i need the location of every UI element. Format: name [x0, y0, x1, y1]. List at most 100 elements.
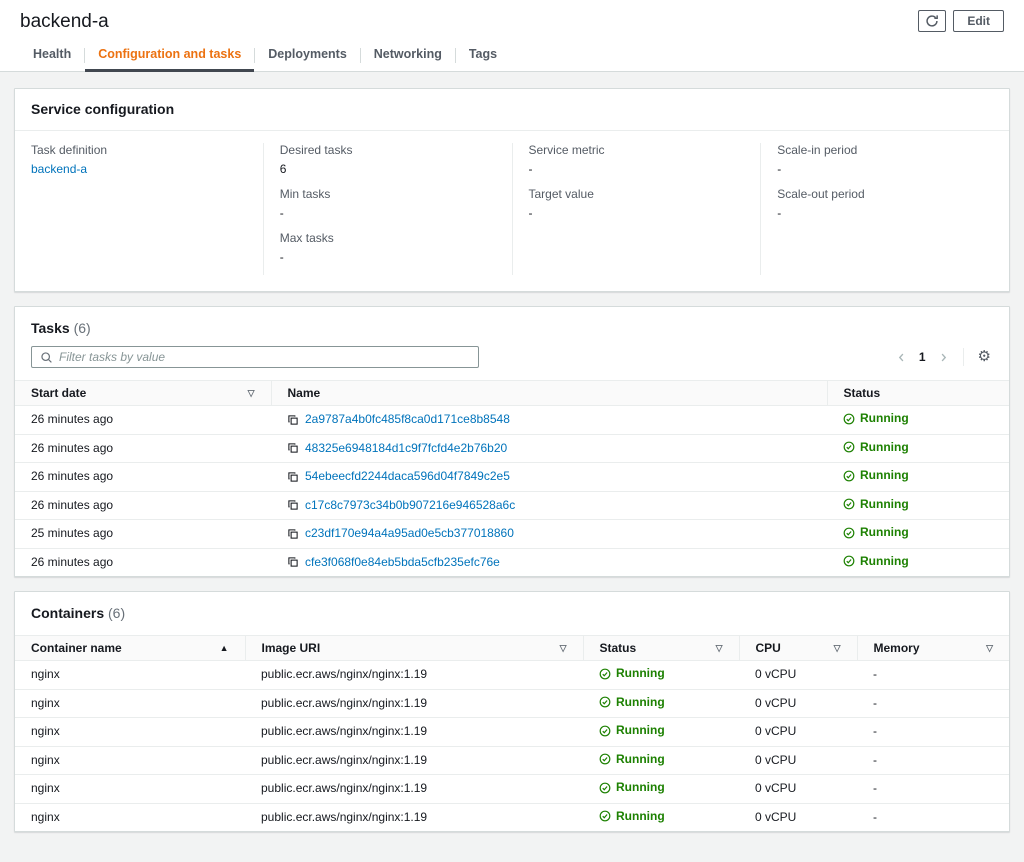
- copy-task-id-button[interactable]: [287, 442, 299, 454]
- container-cpu: 0 vCPU: [739, 774, 857, 804]
- tab-separator: [254, 48, 256, 63]
- container-name: nginx: [15, 689, 245, 718]
- sort-indicator-icon: ▽: [833, 643, 841, 653]
- status-badge: Running: [599, 752, 665, 767]
- container-name: nginx: [15, 660, 245, 690]
- container-memory: -: [857, 746, 1009, 775]
- check-circle-icon: [843, 441, 855, 453]
- toolbar-divider: [962, 348, 964, 366]
- task-start-date: 26 minutes ago: [15, 405, 271, 435]
- container-row: nginx public.ecr.aws/nginx/nginx:1.19 Ru…: [15, 746, 1009, 775]
- edit-button[interactable]: Edit: [953, 10, 1004, 32]
- page-title: backend-a: [20, 11, 109, 32]
- refresh-button[interactable]: [918, 10, 947, 32]
- status-badge: Running: [843, 440, 909, 455]
- field-label: Min tasks: [279, 187, 331, 201]
- containers-title: Containers (6): [31, 605, 126, 621]
- status-badge: Running: [843, 554, 909, 569]
- copy-icon: [287, 414, 299, 426]
- field-value: -: [777, 162, 782, 176]
- container-memory: -: [857, 717, 1009, 747]
- current-page-number[interactable]: 1: [918, 350, 926, 364]
- tab-health[interactable]: Health: [33, 47, 72, 61]
- container-memory: -: [857, 689, 1009, 718]
- container-row: nginx public.ecr.aws/nginx/nginx:1.19 Ru…: [15, 689, 1009, 718]
- status-badge: Running: [599, 809, 665, 824]
- task-row: 26 minutes ago 48325e6948184d1c9f7fcfd4e…: [15, 434, 1009, 463]
- copy-icon: [287, 442, 299, 454]
- column-header-cpu[interactable]: CPU ▽: [738, 635, 857, 661]
- config-column-3: Service metric - Target value -: [511, 143, 761, 275]
- tab-configuration-and-tasks[interactable]: Configuration and tasks: [85, 40, 255, 72]
- container-memory: -: [857, 660, 1009, 690]
- sort-indicator-icon: ▽: [559, 643, 567, 653]
- check-circle-icon: [599, 725, 611, 737]
- next-page-button[interactable]: [936, 350, 951, 365]
- copy-task-id-button[interactable]: [287, 556, 299, 568]
- task-link[interactable]: c23df170e94a4a95ad0e5cb377018860: [305, 526, 514, 541]
- task-link[interactable]: 2a9787a4b0fc485f8ca0d171ce8b8548: [305, 412, 510, 427]
- field-label: Target value: [528, 187, 594, 201]
- previous-page-button[interactable]: [894, 350, 909, 365]
- scale-in-period-field: Scale-in period -: [777, 143, 993, 177]
- config-column-2: Desired tasks 6 Min tasks - Max tasks -: [262, 143, 512, 275]
- column-header-name: Name: [270, 380, 827, 406]
- task-start-date: 26 minutes ago: [15, 462, 271, 492]
- container-image-uri: public.ecr.aws/nginx/nginx:1.19: [245, 774, 583, 804]
- status-badge: Running: [843, 468, 909, 483]
- tab-tags[interactable]: Tags: [468, 47, 498, 61]
- sort-indicator-icon: ▽: [715, 643, 723, 653]
- check-circle-icon: [599, 753, 611, 765]
- sort-indicator-icon: ▽: [247, 388, 255, 398]
- container-row: nginx public.ecr.aws/nginx/nginx:1.19 Ru…: [15, 774, 1009, 804]
- tasks-toolbar: 1 ⚙: [15, 336, 1009, 380]
- status-badge: Running: [599, 666, 665, 681]
- field-value: 6: [279, 162, 287, 176]
- task-row: 26 minutes ago cfe3f068f0e84eb5bda5cfb23…: [15, 548, 1009, 576]
- copy-task-id-button[interactable]: [287, 499, 299, 511]
- status-badge: Running: [599, 723, 665, 738]
- check-circle-icon: [599, 696, 611, 708]
- task-link[interactable]: c17c8c7973c34b0b907216e946528a6c: [305, 497, 516, 512]
- column-header-start-date[interactable]: Start date ▽: [15, 380, 271, 406]
- refresh-icon: [925, 14, 939, 28]
- header-actions: Edit: [918, 10, 1004, 32]
- tasks-filter-input[interactable]: [59, 350, 470, 364]
- column-header-memory[interactable]: Memory ▽: [856, 635, 1009, 661]
- tab-networking[interactable]: Networking: [373, 47, 442, 61]
- tab-separator: [454, 48, 456, 63]
- field-label: Desired tasks: [279, 143, 353, 157]
- chevron-right-icon: [938, 352, 949, 363]
- tasks-title: Tasks (6): [31, 320, 91, 336]
- column-header-status[interactable]: Status ▽: [582, 635, 739, 661]
- check-circle-icon: [843, 527, 855, 539]
- target-value-field: Target value -: [529, 187, 745, 221]
- sort-indicator-icon: ▽: [986, 643, 993, 653]
- container-cpu: 0 vCPU: [755, 809, 797, 824]
- copy-task-id-button[interactable]: [287, 471, 299, 483]
- sort-ascending-icon: ▲: [219, 643, 229, 653]
- service-metric-field: Service metric -: [529, 143, 745, 177]
- task-link[interactable]: cfe3f068f0e84eb5bda5cfb235efc76e: [305, 554, 500, 569]
- tab-deployments[interactable]: Deployments: [268, 47, 347, 61]
- task-link[interactable]: 54ebeecfd2244daca596d04f7849c2e5: [305, 469, 510, 484]
- copy-task-id-button[interactable]: [287, 414, 299, 426]
- column-header-container-name[interactable]: Container name ▲: [15, 635, 245, 661]
- task-start-date: 26 minutes ago: [31, 554, 114, 569]
- column-header-image-uri[interactable]: Image URI ▽: [244, 635, 583, 661]
- container-name: nginx: [15, 746, 245, 775]
- container-image-uri: public.ecr.aws/nginx/nginx:1.19: [245, 689, 583, 718]
- max-tasks-field: Max tasks -: [280, 231, 496, 265]
- check-circle-icon: [843, 413, 855, 425]
- containers-card: Containers (6) Container name ▲ Image URI…: [14, 591, 1010, 832]
- containers-table-header-row: Container name ▲ Image URI ▽ Status ▽ CPU ▽ …: [15, 635, 1009, 661]
- config-column-1: Task definition backend-a: [15, 143, 263, 275]
- container-memory: -: [873, 809, 877, 824]
- table-settings-button[interactable]: ⚙: [976, 349, 993, 365]
- status-badge: Running: [843, 497, 909, 512]
- field-value: -: [528, 206, 533, 220]
- task-definition-link[interactable]: backend-a: [31, 162, 88, 176]
- copy-task-id-button[interactable]: [287, 528, 299, 540]
- tab-separator: [359, 48, 361, 63]
- task-link[interactable]: 48325e6948184d1c9f7fcfd4e2b76b20: [305, 440, 508, 455]
